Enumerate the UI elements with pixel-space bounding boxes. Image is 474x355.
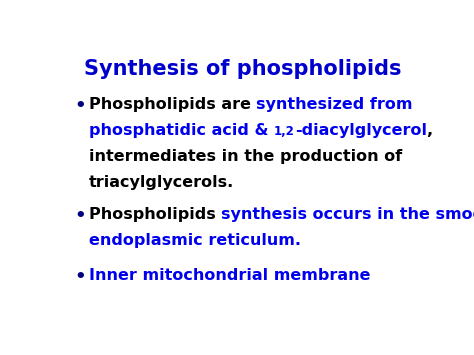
- Text: -diacylglycerol: -diacylglycerol: [295, 123, 427, 138]
- Text: synthesized from: synthesized from: [256, 97, 413, 112]
- Text: synthesis occurs in the smooth: synthesis occurs in the smooth: [221, 207, 474, 222]
- Text: Phospholipids: Phospholipids: [89, 207, 221, 222]
- Text: •: •: [74, 97, 86, 115]
- Text: ,: ,: [427, 123, 433, 138]
- Text: Phospholipids are: Phospholipids are: [89, 97, 256, 112]
- Text: Synthesis of phospholipids: Synthesis of phospholipids: [84, 59, 401, 79]
- Text: intermediates in the production of: intermediates in the production of: [89, 149, 402, 164]
- Text: 1,2: 1,2: [274, 125, 295, 138]
- Text: triacylglycerols.: triacylglycerols.: [89, 175, 234, 190]
- Text: •: •: [74, 207, 86, 225]
- Text: endoplasmic reticulum.: endoplasmic reticulum.: [89, 233, 301, 247]
- Text: phosphatidic acid &: phosphatidic acid &: [89, 123, 274, 138]
- Text: •: •: [74, 268, 86, 286]
- Text: Inner mitochondrial membrane: Inner mitochondrial membrane: [89, 268, 370, 283]
